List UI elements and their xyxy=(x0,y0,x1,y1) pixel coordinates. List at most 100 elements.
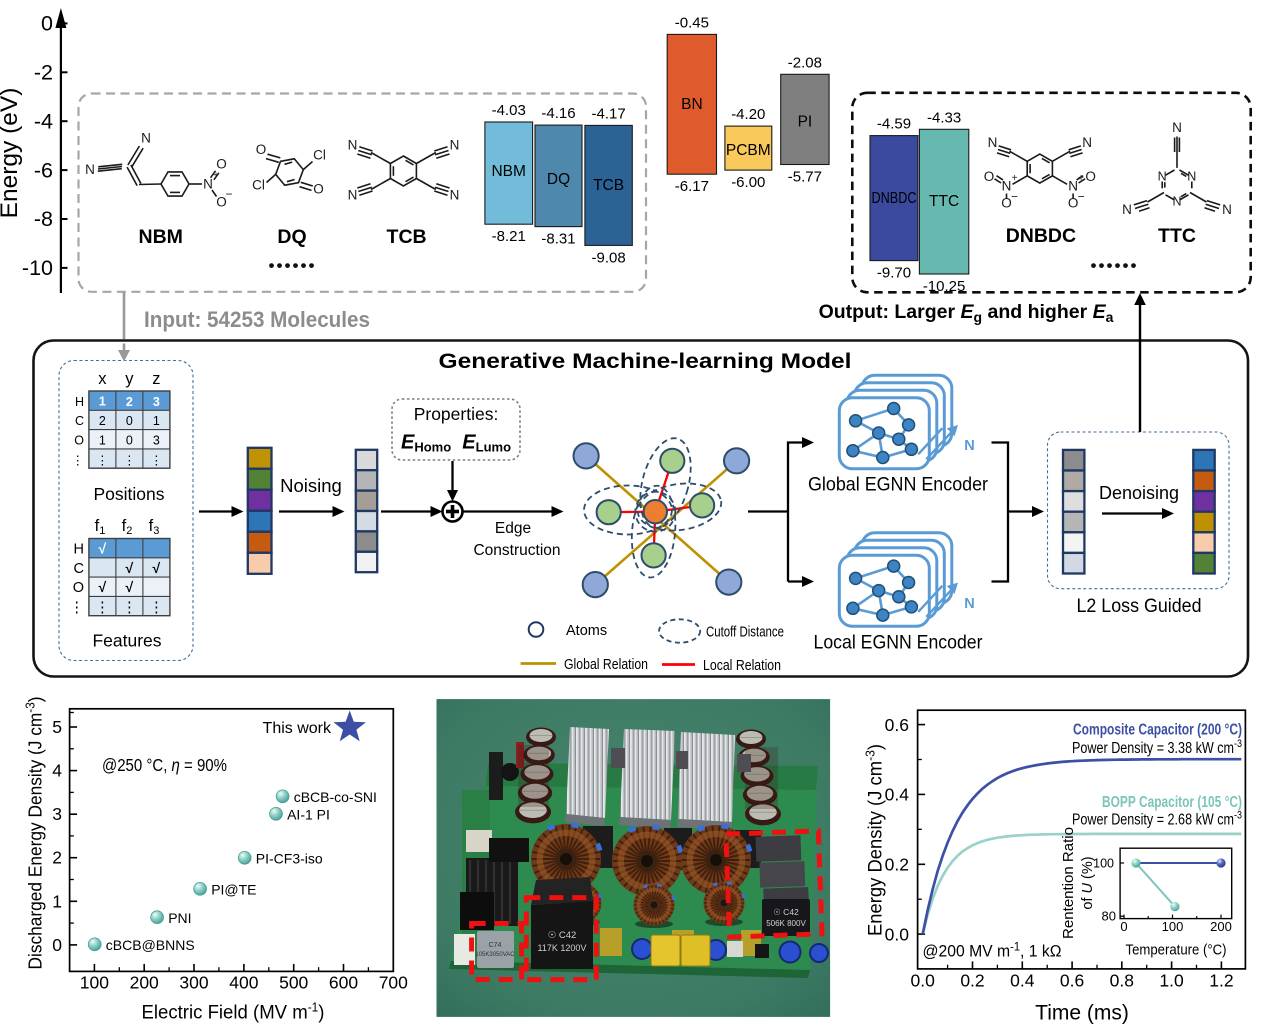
svg-text:DNBDC: DNBDC xyxy=(1006,225,1076,247)
svg-text:0.6: 0.6 xyxy=(1060,971,1084,991)
svg-text:Features: Features xyxy=(92,631,161,651)
svg-text:⋮: ⋮ xyxy=(72,454,85,468)
svg-text:TTC: TTC xyxy=(929,193,959,210)
svg-text:3: 3 xyxy=(153,395,160,409)
svg-text:−: − xyxy=(1078,190,1085,204)
svg-text:+: + xyxy=(1078,173,1084,184)
svg-text:O: O xyxy=(1001,196,1012,211)
svg-text:H: H xyxy=(75,395,84,409)
svg-text:0.2: 0.2 xyxy=(885,855,909,875)
svg-text:0: 0 xyxy=(126,414,133,428)
svg-text:-4.59: -4.59 xyxy=(877,116,911,133)
svg-text:f1: f1 xyxy=(95,517,106,537)
svg-text:Construction: Construction xyxy=(473,542,560,559)
svg-text:5: 5 xyxy=(52,717,62,737)
svg-text:4: 4 xyxy=(52,761,62,781)
svg-text:N: N xyxy=(203,177,213,192)
svg-text:-8: -8 xyxy=(34,207,53,231)
svg-text:√: √ xyxy=(153,560,161,576)
svg-text:N: N xyxy=(988,135,998,150)
svg-text:Properties:: Properties: xyxy=(414,404,499,424)
svg-text:N: N xyxy=(1187,170,1196,184)
svg-text:100: 100 xyxy=(1093,856,1114,870)
svg-text:Energy Density (J cm-3): Energy Density (J cm-3) xyxy=(864,744,887,936)
svg-text:0: 0 xyxy=(126,433,133,447)
svg-text:Output: Larger Eg and higher E: Output: Larger Eg and higher Ea xyxy=(819,301,1114,325)
svg-text:-6: -6 xyxy=(34,158,53,182)
svg-text:Positions: Positions xyxy=(93,484,164,504)
svg-text:Atoms: Atoms xyxy=(566,623,607,639)
svg-text:PI-CF3-iso: PI-CF3-iso xyxy=(256,850,323,866)
svg-text:-4.03: -4.03 xyxy=(492,102,526,119)
svg-text:0.0: 0.0 xyxy=(911,971,936,991)
svg-text:y: y xyxy=(125,370,134,388)
svg-text:Edge: Edge xyxy=(495,520,531,537)
svg-text:PNI: PNI xyxy=(168,910,191,926)
svg-text:O: O xyxy=(256,142,267,157)
svg-text:-4: -4 xyxy=(34,109,53,133)
svg-text:☉ C42: ☉ C42 xyxy=(548,930,577,941)
svg-text:O: O xyxy=(984,169,995,184)
svg-text:⋮: ⋮ xyxy=(150,454,163,468)
svg-text:Global Relation: Global Relation xyxy=(564,657,648,673)
svg-text:Energy (eV): Energy (eV) xyxy=(0,88,23,219)
svg-text:Denoising: Denoising xyxy=(1099,483,1179,503)
svg-text:NBM: NBM xyxy=(138,226,182,248)
svg-text:Electric Field (MV m-1): Electric Field (MV m-1) xyxy=(142,1000,325,1023)
svg-text:N: N xyxy=(348,138,358,153)
svg-text:BN: BN xyxy=(681,96,703,113)
svg-text:N: N xyxy=(1172,120,1182,135)
svg-text:Cl: Cl xyxy=(313,148,326,163)
svg-text:700: 700 xyxy=(379,973,408,993)
svg-text:N: N xyxy=(141,131,151,146)
svg-text:0: 0 xyxy=(41,12,53,36)
svg-text:2: 2 xyxy=(126,395,133,409)
svg-text:Composite Capacitor (200 °C): Composite Capacitor (200 °C) xyxy=(1073,722,1242,739)
svg-text:O: O xyxy=(313,182,324,197)
svg-text:100: 100 xyxy=(80,973,109,993)
svg-text:400: 400 xyxy=(229,973,258,993)
svg-text:200: 200 xyxy=(1210,919,1232,934)
svg-text:N: N xyxy=(85,162,95,177)
svg-text:-2.08: -2.08 xyxy=(788,54,822,71)
svg-text:This work: This work xyxy=(263,720,332,737)
svg-text:105K3050VAC: 105K3050VAC xyxy=(475,952,515,958)
svg-text:O: O xyxy=(1085,169,1096,184)
svg-text:⋮: ⋮ xyxy=(96,454,109,468)
svg-text:of U (%): of U (%) xyxy=(1080,856,1096,909)
svg-text:⋮: ⋮ xyxy=(149,600,164,616)
svg-text:-0.45: -0.45 xyxy=(675,14,709,31)
svg-text:TTC: TTC xyxy=(1158,225,1196,247)
svg-text:N: N xyxy=(1122,202,1132,217)
svg-text:EHomo ELumo: EHomo ELumo xyxy=(401,432,511,455)
svg-text:Discharged Energy Density (J c: Discharged Energy Density (J cm-3) xyxy=(24,697,46,970)
svg-text:Global EGNN Encoder: Global EGNN Encoder xyxy=(808,474,988,496)
svg-text:0.4: 0.4 xyxy=(1010,971,1035,991)
svg-text:-2: -2 xyxy=(34,61,53,85)
svg-text:Time (ms): Time (ms) xyxy=(1035,1001,1129,1024)
svg-text:Cutoff Distance: Cutoff Distance xyxy=(706,625,784,641)
svg-text:+: + xyxy=(1012,173,1018,184)
svg-text:C: C xyxy=(75,414,84,428)
svg-text:-10.25: -10.25 xyxy=(923,278,966,295)
svg-text:N: N xyxy=(450,138,460,153)
svg-text:Local EGNN Encoder: Local EGNN Encoder xyxy=(814,632,983,654)
svg-text:AI-1 PI: AI-1 PI xyxy=(287,806,330,822)
svg-text:cBCB-co-SNI: cBCB-co-SNI xyxy=(294,789,377,805)
svg-text:√: √ xyxy=(126,560,134,576)
svg-text:506K 800V: 506K 800V xyxy=(766,919,806,928)
svg-text:-4.16: -4.16 xyxy=(541,105,575,122)
svg-text:Power Density = 3.38 kW cm-3: Power Density = 3.38 kW cm-3 xyxy=(1072,738,1242,757)
svg-text:Rentention Ratio: Rentention Ratio xyxy=(1061,827,1077,939)
svg-text:N: N xyxy=(1068,179,1078,194)
svg-text:PI: PI xyxy=(798,114,813,131)
svg-text:@250 °C, η = 90%: @250 °C, η = 90% xyxy=(102,755,227,775)
svg-text:0.0: 0.0 xyxy=(885,924,910,944)
svg-text:0: 0 xyxy=(1120,919,1127,934)
svg-text:Input: 54253 Molecules: Input: 54253 Molecules xyxy=(144,307,370,332)
svg-text:N: N xyxy=(450,188,460,203)
svg-text:-4.17: -4.17 xyxy=(591,105,625,122)
svg-text:100: 100 xyxy=(1162,919,1184,934)
svg-text:DQ: DQ xyxy=(277,226,306,248)
svg-text:Temperature (°C): Temperature (°C) xyxy=(1126,943,1227,959)
